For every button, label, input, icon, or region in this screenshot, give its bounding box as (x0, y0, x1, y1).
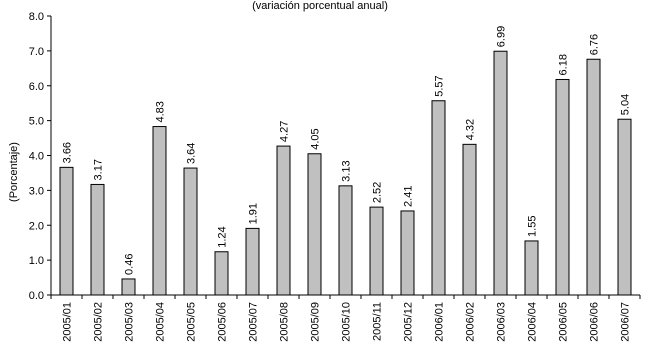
data-label: 2.41 (403, 186, 415, 207)
bar-2005-01 (59, 166, 74, 296)
y-tick-label: 4.0 (29, 151, 44, 163)
data-label: 6.99 (496, 26, 508, 47)
x-tick-label: 2006/05 (558, 302, 570, 342)
x-tick-label: 2005/12 (403, 302, 415, 342)
y-tick-label: 7.0 (29, 46, 44, 58)
x-tick-label: 2005/10 (341, 302, 353, 342)
y-tick-label: 2.0 (29, 220, 44, 232)
bars (59, 50, 632, 296)
bar-2005-08 (276, 145, 291, 296)
data-label: 3.13 (341, 160, 353, 181)
data-label: 3.17 (93, 159, 105, 180)
y-tick-label: 8.0 (29, 11, 44, 23)
bar-2005-09 (307, 153, 322, 296)
x-tick-label: 2005/03 (124, 302, 136, 342)
bar-2005-06 (214, 251, 229, 296)
bar-2006-04 (524, 240, 539, 296)
x-tick-label: 2005/07 (248, 302, 260, 342)
y-tick-label: 5.0 (29, 116, 44, 128)
data-label: 1.91 (248, 203, 260, 224)
x-tick-label: 2005/08 (279, 302, 291, 342)
bar-2005-05 (183, 167, 198, 296)
x-tick-label: 2005/02 (93, 302, 105, 342)
y-tick-label: 1.0 (29, 255, 44, 267)
y-tick-label: 3.0 (29, 185, 44, 197)
axes: 0.0 1.0 2.0 3.0 4.0 5.0 6.0 7.0 8.0 (29, 11, 641, 302)
data-label: 4.27 (279, 121, 291, 142)
chart-subtitle: (variación porcentual anual) (252, 0, 388, 12)
bar-2006-05 (555, 78, 570, 296)
data-label: 4.32 (465, 119, 477, 140)
x-tick-label: 2005/09 (310, 302, 322, 342)
data-label: 2.52 (372, 182, 384, 203)
bar-2005-07 (245, 227, 260, 296)
data-labels: 3.66 2005/01 3.17 2005/02 0.46 2005/03 4.83 200… (62, 26, 632, 342)
bar-2006-01 (431, 100, 446, 296)
x-tick-label: 2005/04 (155, 302, 167, 342)
x-tick-label: 2006/03 (496, 302, 508, 342)
x-tick-label: 2005/06 (217, 302, 229, 342)
x-tick-label: 2006/06 (589, 302, 601, 342)
x-tick-label: 2005/11 (372, 302, 384, 341)
bar-2005-12 (400, 210, 415, 296)
data-label: 4.83 (155, 101, 167, 122)
data-label: 3.64 (186, 143, 198, 164)
bar-2006-07 (617, 118, 632, 296)
bar-2006-02 (462, 143, 477, 296)
data-label: 4.05 (310, 128, 322, 149)
data-label: 1.24 (217, 226, 229, 247)
y-tick-label: 0.0 (29, 290, 44, 302)
data-label: 1.55 (527, 216, 539, 237)
y-tick-label: 6.0 (29, 81, 44, 93)
data-label: 6.18 (558, 54, 570, 75)
x-tick-label: 2005/01 (62, 302, 74, 342)
bar-2006-03 (493, 50, 508, 296)
data-label: 5.57 (434, 75, 446, 96)
data-label: 6.76 (589, 34, 601, 55)
x-tick-label: 2005/05 (186, 302, 198, 342)
bar-2005-02 (90, 183, 105, 296)
bar-2005-04 (152, 126, 167, 296)
x-tick-label: 2006/02 (465, 302, 477, 342)
bar-2006-06 (586, 58, 601, 296)
bar-2005-11 (369, 206, 384, 296)
x-tick-label: 2006/01 (434, 302, 446, 342)
bar-2005-10 (338, 185, 353, 296)
data-label: 5.04 (620, 94, 632, 115)
data-label: 0.46 (124, 254, 136, 275)
y-axis-label: (Porcentaje) (8, 142, 20, 202)
x-tick-label: 2006/04 (527, 302, 539, 342)
bar-2005-03 (121, 278, 136, 296)
x-tick-label: 2006/07 (620, 302, 632, 342)
data-label: 3.66 (62, 142, 74, 163)
